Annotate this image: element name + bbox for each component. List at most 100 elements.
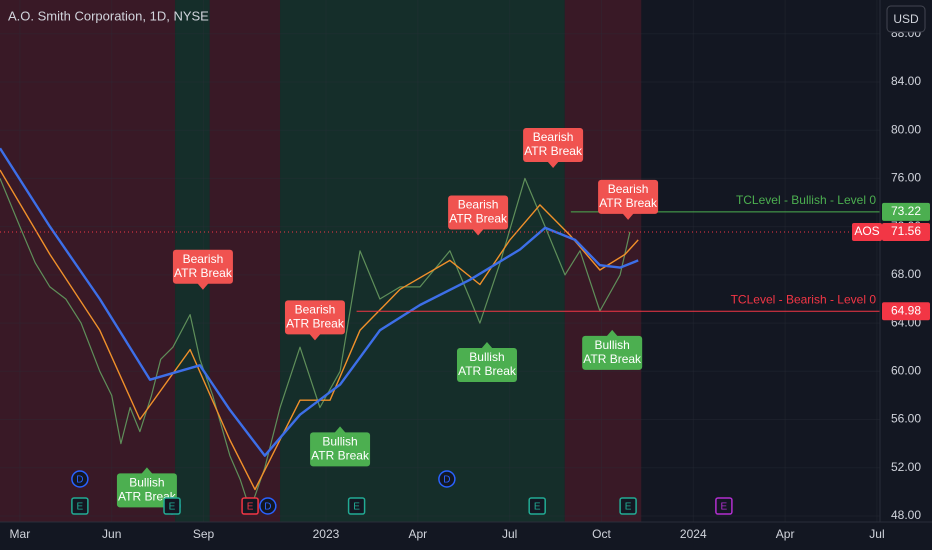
level-label: TCLevel - Bullish - Level 0 [736, 193, 876, 207]
x-tick-label: Mar [10, 527, 31, 541]
signal-text: Bearish [533, 130, 574, 144]
x-tick-label: Oct [592, 527, 611, 541]
event-label: D [76, 475, 83, 486]
signal-box [116, 473, 177, 508]
signal-text: ATR Break [449, 212, 508, 226]
signal-box [598, 179, 659, 214]
signal-box [523, 127, 584, 162]
x-tick-label: Apr [408, 527, 427, 541]
signal-text: ATR Break [174, 266, 233, 280]
signal-pointer [140, 467, 153, 475]
signal-text: Bearish [608, 182, 649, 196]
price-tag [882, 202, 930, 221]
signal-pointer [547, 160, 560, 168]
symbol-tag-label: AOS [854, 224, 879, 238]
signal-text: Bearish [295, 303, 336, 317]
dividend-icon [71, 470, 89, 488]
signal-text: ATR Break [311, 449, 370, 463]
y-tick-label: 52.00 [891, 460, 921, 474]
y-tick-label: 80.00 [891, 122, 921, 136]
x-tick-label: 2024 [680, 527, 707, 541]
event-label: E [721, 502, 728, 513]
y-tick-label: 68.00 [891, 267, 921, 281]
event-label: D [264, 502, 271, 513]
event-label: E [625, 502, 632, 513]
x-tick-label: Apr [776, 527, 795, 541]
signal-pointer [480, 341, 493, 349]
y-tick-label: 56.00 [891, 412, 921, 426]
signal-text: Bullish [322, 435, 357, 449]
x-tick-label: Jul [502, 527, 517, 541]
signal-zone [564, 0, 642, 522]
signal-pointer [606, 329, 619, 337]
event-label: E [77, 502, 84, 513]
signal-text: ATR Break [599, 196, 658, 210]
x-tick-label: Jul [869, 527, 884, 541]
y-tick-label: 84.00 [891, 74, 921, 88]
signal-text: Bullish [129, 476, 164, 490]
signal-pointer [472, 228, 485, 236]
earnings-icon [71, 497, 89, 515]
signal-text: ATR Break [583, 352, 642, 366]
currency-button[interactable] [886, 5, 926, 33]
signal-box [310, 432, 371, 467]
y-tick-label: 76.00 [891, 171, 921, 185]
x-tick-label: 2023 [313, 527, 340, 541]
price-tag-label: 71.56 [891, 224, 921, 238]
earnings-icon [528, 497, 546, 515]
chart-title: A.O. Smith Corporation, 1D, NYSE [8, 8, 209, 23]
event-label: E [534, 502, 541, 513]
signal-text: Bearish [183, 252, 224, 266]
x-tick-label: Jun [102, 527, 121, 541]
price-axis [880, 0, 932, 550]
earnings-icon [347, 497, 366, 515]
price-line [0, 169, 639, 491]
event-label: D [443, 475, 450, 486]
signal-box [456, 347, 517, 382]
signal-text: Bullish [469, 350, 504, 364]
signal-pointer [196, 282, 209, 290]
symbol-tag [852, 222, 882, 241]
signal-text: ATR Break [458, 364, 517, 378]
signal-box [582, 335, 643, 370]
y-tick-label: 60.00 [891, 363, 921, 377]
event-label: E [247, 502, 254, 513]
signal-box [284, 300, 345, 335]
level-label: TCLevel - Bearish - Level 0 [731, 292, 877, 306]
signal-pointer [308, 333, 321, 341]
price-tag [882, 302, 930, 321]
earnings-icon [619, 497, 637, 515]
event-label: E [353, 502, 360, 513]
signal-pointer [334, 426, 347, 434]
earnings-icon [241, 497, 259, 515]
price-line [0, 147, 639, 457]
dividend-icon [259, 497, 277, 515]
signal-text: Bullish [594, 338, 629, 352]
price-line [0, 177, 631, 511]
signal-pointer [622, 212, 635, 220]
earnings-icon [163, 497, 181, 515]
signal-text: ATR Break [118, 490, 177, 504]
price-tag [882, 222, 930, 241]
signal-text: Bearish [458, 198, 499, 212]
signal-zone [0, 0, 176, 522]
dividend-icon [438, 470, 456, 488]
currency-label[interactable]: USD [893, 12, 919, 26]
x-tick-label: Sep [193, 527, 215, 541]
signal-box [448, 195, 509, 230]
y-tick-label: 48.00 [891, 508, 921, 522]
signal-box [172, 249, 233, 284]
signal-text: ATR Break [286, 317, 345, 331]
price-tag-label: 64.98 [891, 303, 921, 317]
signal-text: ATR Break [524, 144, 583, 158]
